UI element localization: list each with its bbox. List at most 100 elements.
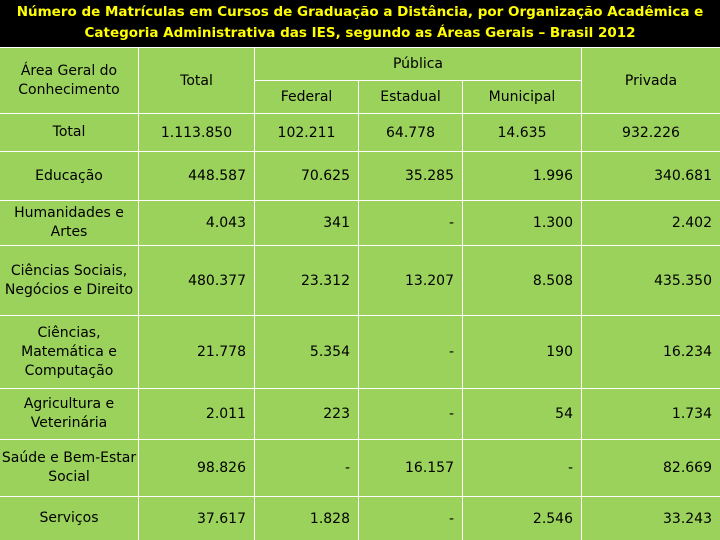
cell-privada: 82.669 [663, 460, 712, 476]
row-1-federal-bg [255, 152, 358, 200]
cell-municipal: 1.300 [532, 215, 573, 231]
row-4-municipal-bg [463, 316, 581, 388]
row-3-estadual-bg [359, 246, 462, 315]
row-0-total-bg [139, 114, 254, 151]
row-7-estadual-bg [359, 497, 462, 540]
row-area-label: Total [52, 124, 86, 140]
cell-estadual: 35.285 [405, 168, 454, 184]
row-0-federal-bg [255, 114, 358, 151]
row-3-municipal-bg [463, 246, 581, 315]
cell-federal: 341 [323, 215, 350, 231]
header-estadual: Estadual [380, 89, 441, 105]
cell-federal: 23.312 [301, 272, 350, 289]
row-1-privada-bg [582, 152, 720, 200]
row-6-privada-bg [582, 440, 720, 496]
cell-total: 98.826 [197, 460, 246, 476]
header-publica-bg [255, 48, 581, 80]
cell-total: 21.778 [197, 344, 246, 360]
cell-municipal: 8.508 [532, 272, 573, 289]
cell-estadual: - [448, 510, 454, 527]
row-6-total-bg [139, 440, 254, 496]
cell-privada: 33.243 [663, 510, 712, 527]
row-1-total-bg [139, 152, 254, 200]
row-1-estadual-bg [359, 152, 462, 200]
header-total-bg [139, 48, 254, 113]
row-5-federal-bg [255, 389, 358, 439]
cell-privada: 435.350 [654, 272, 712, 289]
row-4-area-bg [0, 316, 138, 388]
cell-municipal: - [567, 460, 573, 476]
cell-estadual: 64.778 [386, 124, 435, 141]
cell-estadual: 16.157 [405, 460, 454, 476]
row-6-estadual-bg [359, 440, 462, 496]
cell-municipal: 14.635 [497, 124, 547, 141]
header-area: Área Geral do Conhecimento [18, 62, 120, 98]
row-2-privada-bg [582, 201, 720, 245]
header-estadual-bg [359, 81, 462, 113]
row-6-municipal-bg [463, 440, 581, 496]
row-0-municipal-bg [463, 114, 581, 151]
row-0-privada-bg [582, 114, 720, 151]
row-7-total-bg [139, 497, 254, 540]
row-5-privada-bg [582, 389, 720, 439]
cell-estadual: - [448, 344, 454, 360]
row-4-privada-bg [582, 316, 720, 388]
header-municipal: Municipal [488, 89, 556, 105]
cell-estadual: - [448, 406, 454, 422]
row-area-label: Educação [35, 167, 103, 184]
page-title: Número de Matrículas em Cursos de Gradua… [0, 2, 720, 44]
row-4-total-bg [139, 316, 254, 388]
row-5-total-bg [139, 389, 254, 439]
cell-privada: 932.226 [622, 124, 680, 141]
cell-total: 448.587 [188, 168, 246, 184]
row-7-area-bg [0, 497, 138, 540]
cell-federal: 70.625 [301, 168, 350, 184]
row-7-privada-bg [582, 497, 720, 540]
row-4-estadual-bg [359, 316, 462, 388]
row-5-municipal-bg [463, 389, 581, 439]
row-7-federal-bg [255, 497, 358, 540]
row-3-total-bg [139, 246, 254, 315]
cell-municipal: 54 [555, 406, 573, 422]
row-area-label: Ciências, Matemática e Computação [21, 324, 117, 379]
row-1-area-bg [0, 152, 138, 200]
title-line-1: Número de Matrículas em Cursos de Gradua… [16, 4, 704, 20]
row-0-area-bg [0, 114, 138, 151]
cell-federal: 102.211 [277, 124, 336, 141]
title-line-2: Categoria Administrativa das IES, segund… [84, 25, 636, 41]
cell-privada: 1.734 [671, 406, 712, 422]
row-3-area-bg [0, 246, 138, 315]
cell-privada: 2.402 [671, 215, 712, 231]
header-federal-bg [255, 81, 358, 113]
row-1-municipal-bg [463, 152, 581, 200]
row-6-federal-bg [255, 440, 358, 496]
cell-total: 1.113.850 [160, 124, 233, 141]
row-6-area-bg [0, 440, 138, 496]
row-2-estadual-bg [359, 201, 462, 245]
cell-municipal: 2.546 [532, 510, 573, 527]
row-4-federal-bg [255, 316, 358, 388]
row-7-municipal-bg [463, 497, 581, 540]
row-3-privada-bg [582, 246, 720, 315]
row-0-estadual-bg [359, 114, 462, 151]
cell-total: 37.617 [197, 510, 246, 527]
cell-privada: 340.681 [654, 168, 712, 184]
cell-federal: - [344, 460, 350, 476]
cell-federal: 223 [323, 406, 350, 422]
header-publica: Pública [392, 56, 443, 72]
cell-total: 480.377 [188, 272, 246, 289]
cell-total: 2.011 [205, 406, 246, 422]
cell-total: 4.043 [205, 215, 246, 231]
row-area-label: Serviços [39, 510, 99, 526]
header-total: Total [180, 72, 213, 89]
cell-municipal: 190 [546, 344, 573, 360]
row-2-federal-bg [255, 201, 358, 245]
header-municipal-bg [463, 81, 581, 113]
row-2-total-bg [139, 201, 254, 245]
row-area-label: Agricultura e Veterinária [23, 396, 115, 431]
cell-federal: 5.354 [309, 344, 350, 360]
cell-municipal: 1.996 [532, 168, 573, 184]
row-3-federal-bg [255, 246, 358, 315]
row-5-area-bg [0, 389, 138, 439]
header-area-bg [0, 48, 138, 113]
